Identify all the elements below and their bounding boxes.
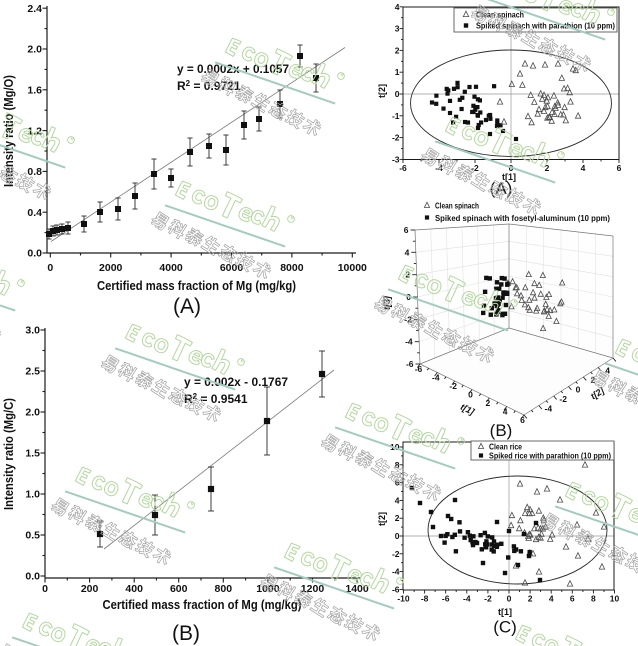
- svg-text:1200: 1200: [301, 583, 325, 595]
- svg-text:2: 2: [395, 513, 400, 523]
- svg-text:600: 600: [170, 583, 188, 595]
- svg-text:200: 200: [81, 583, 99, 595]
- svg-text:Spiked rice with parathion (10: Spiked rice with parathion (10 ppm): [489, 452, 611, 461]
- svg-text:Clean spinach: Clean spinach: [435, 202, 479, 211]
- svg-text:Spiked spinach with fosetyl-al: Spiked spinach with fosetyl-aluminum (10…: [435, 214, 610, 223]
- svg-text:-4: -4: [405, 337, 413, 347]
- svg-text:t[1]: t[1]: [502, 172, 516, 182]
- svg-text:-2: -2: [471, 163, 479, 173]
- svg-text:Clean rice: Clean rice: [489, 443, 522, 452]
- svg-text:-2: -2: [484, 594, 492, 604]
- svg-text:-8: -8: [421, 594, 429, 604]
- svg-text:4000: 4000: [159, 262, 183, 274]
- svg-text:-2: -2: [392, 549, 400, 559]
- svg-text:800: 800: [215, 583, 233, 595]
- svg-text:4: 4: [395, 2, 400, 12]
- svg-text:6: 6: [520, 415, 525, 425]
- svg-text:0: 0: [507, 594, 512, 604]
- svg-text:Certified mass fraction of Mg: Certified mass fraction of Mg (mg/kg): [97, 278, 296, 293]
- svg-text:(B): (B): [490, 421, 513, 440]
- svg-text:2: 2: [545, 163, 550, 173]
- svg-text:400: 400: [125, 583, 143, 595]
- svg-text:(A): (A): [173, 295, 201, 318]
- svg-text:6000: 6000: [220, 262, 244, 274]
- svg-text:0: 0: [468, 390, 473, 400]
- svg-text:1400: 1400: [345, 583, 369, 595]
- svg-text:2: 2: [528, 594, 533, 604]
- svg-text:0: 0: [395, 531, 400, 541]
- svg-text:0.0: 0.0: [25, 571, 40, 583]
- svg-text:2: 2: [395, 45, 400, 55]
- svg-text:-3: -3: [392, 154, 400, 164]
- svg-text:-4: -4: [392, 567, 400, 577]
- svg-text:-2: -2: [404, 314, 412, 324]
- svg-text:Intensity ratio (Mg/C): Intensity ratio (Mg/C): [1, 398, 16, 510]
- svg-text:t[2]: t[2]: [377, 84, 387, 98]
- svg-text:t[1]: t[1]: [498, 607, 512, 617]
- svg-text:4: 4: [581, 163, 586, 173]
- svg-text:-4: -4: [432, 373, 440, 383]
- svg-text:0.8: 0.8: [27, 166, 42, 178]
- svg-text:0: 0: [42, 583, 48, 595]
- svg-text:-6: -6: [406, 359, 414, 369]
- svg-text:8: 8: [591, 594, 596, 604]
- svg-text:2000: 2000: [99, 262, 123, 274]
- svg-text:2.4: 2.4: [27, 3, 42, 15]
- svg-text:4: 4: [405, 247, 410, 257]
- svg-text:6: 6: [404, 225, 409, 235]
- svg-text:1: 1: [395, 67, 400, 77]
- svg-text:Spiked spinach with parathion: Spiked spinach with parathion (10 ppm): [476, 22, 615, 31]
- svg-text:0.0: 0.0: [27, 248, 42, 260]
- svg-text:-6: -6: [415, 364, 423, 374]
- svg-text:(C): (C): [493, 618, 517, 637]
- svg-text:R2 = 0.9541: R2 = 0.9541: [184, 392, 248, 406]
- svg-text:2.0: 2.0: [25, 407, 40, 419]
- svg-text:t[2]: t[2]: [377, 512, 387, 526]
- svg-text:8000: 8000: [280, 262, 304, 274]
- svg-text:Intensity ratio (Mg/O): Intensity ratio (Mg/O): [1, 75, 16, 187]
- svg-text:0.5: 0.5: [25, 530, 40, 542]
- svg-text:Certified mass fraction of Mg: Certified mass fraction of Mg (mg/kg): [103, 597, 302, 612]
- svg-text:-2: -2: [392, 133, 400, 143]
- svg-text:-4: -4: [463, 594, 471, 604]
- svg-text:1.6: 1.6: [27, 85, 42, 97]
- svg-text:2.0: 2.0: [27, 44, 42, 56]
- svg-text:6: 6: [570, 594, 575, 604]
- svg-text:0: 0: [576, 385, 581, 395]
- svg-text:(B): (B): [172, 622, 200, 645]
- svg-text:-10: -10: [397, 594, 410, 604]
- svg-text:4: 4: [395, 495, 400, 505]
- svg-text:-1: -1: [392, 111, 400, 121]
- svg-text:4: 4: [605, 366, 610, 376]
- svg-text:6: 6: [395, 478, 400, 488]
- svg-text:1.0: 1.0: [25, 489, 40, 501]
- svg-text:-6: -6: [442, 594, 450, 604]
- svg-text:t[3]: t[3]: [382, 295, 392, 310]
- svg-text:2.5: 2.5: [25, 366, 40, 378]
- svg-text:-6: -6: [392, 584, 400, 594]
- svg-text:2: 2: [485, 398, 490, 408]
- svg-text:0: 0: [395, 89, 400, 99]
- svg-text:4: 4: [503, 407, 508, 417]
- svg-text:3: 3: [395, 24, 400, 34]
- svg-text:y = 0.002x - 0.1767: y = 0.002x - 0.1767: [184, 375, 288, 389]
- svg-text:0.4: 0.4: [27, 207, 42, 219]
- svg-text:1.5: 1.5: [25, 448, 40, 460]
- svg-text:0: 0: [47, 262, 53, 274]
- svg-text:8: 8: [395, 460, 400, 470]
- svg-text:6: 6: [617, 163, 622, 173]
- svg-text:-2: -2: [559, 394, 567, 404]
- svg-text:2: 2: [405, 270, 410, 280]
- svg-text:10: 10: [610, 594, 620, 604]
- svg-text:3.0: 3.0: [25, 325, 40, 337]
- svg-text:-4: -4: [545, 404, 553, 414]
- svg-text:4: 4: [549, 594, 554, 604]
- svg-text:-2: -2: [449, 381, 457, 391]
- svg-text:(A): (A): [490, 179, 513, 198]
- svg-text:10000: 10000: [338, 262, 367, 274]
- svg-text:-6: -6: [399, 163, 407, 173]
